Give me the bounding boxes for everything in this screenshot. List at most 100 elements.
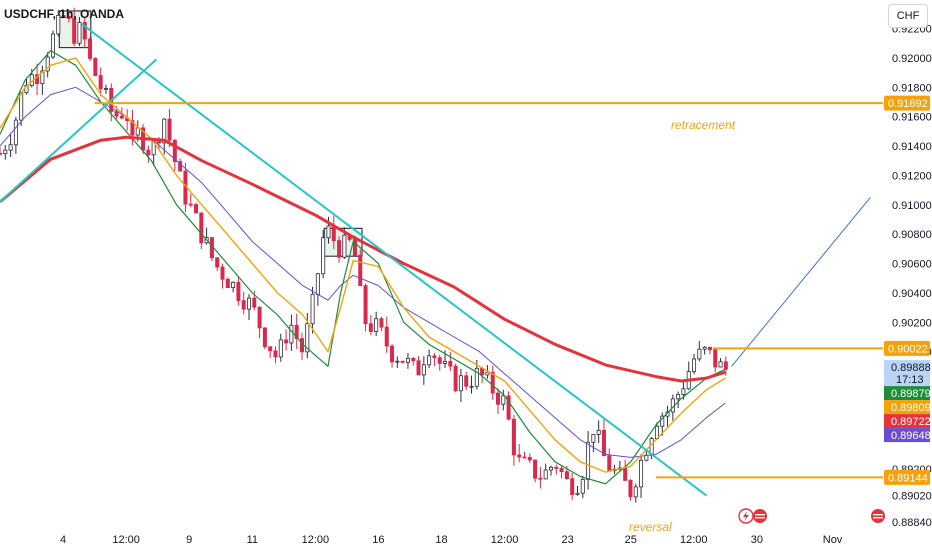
candle-body xyxy=(310,293,315,325)
time-tick-label: 23 xyxy=(562,534,574,546)
price-tick-label: 0.91400 xyxy=(892,141,932,153)
price-tick-label: 0.89020 xyxy=(892,491,932,503)
candle-body xyxy=(591,433,596,443)
candle-body xyxy=(538,477,543,480)
time-tick-label: 12:00 xyxy=(302,534,330,546)
candle-body xyxy=(215,257,220,268)
candle-body xyxy=(358,254,363,287)
candle-body xyxy=(305,323,310,353)
level-price-badge xyxy=(884,340,930,356)
candle-body xyxy=(676,394,681,400)
candle-body xyxy=(241,300,246,310)
us-flag-icon[interactable] xyxy=(871,509,885,523)
time-axis[interactable]: 4 12:00 9 11 12:00 16 18 12:00 23 25 12:00 30 Nov xyxy=(60,534,843,546)
candle-body xyxy=(448,360,453,367)
candle-body xyxy=(268,346,273,352)
candle-body xyxy=(607,455,612,472)
candle-body xyxy=(342,234,347,258)
drawn-lines[interactable] xyxy=(0,23,883,497)
candle-body xyxy=(564,471,569,480)
price-badge xyxy=(884,428,930,443)
time-tick-label: Nov xyxy=(823,534,843,546)
candle-body xyxy=(252,297,257,308)
event-icon-3[interactable] xyxy=(871,509,885,523)
candle-body xyxy=(103,87,108,90)
price-tick-label: 0.90400 xyxy=(892,288,932,300)
lightning-glyph xyxy=(743,511,749,521)
candle-body xyxy=(178,161,183,172)
candle-body xyxy=(427,355,432,366)
candle-body xyxy=(628,480,633,498)
candle-body xyxy=(326,225,331,239)
candle-body xyxy=(469,385,474,388)
candle-body xyxy=(702,346,707,350)
candle-body xyxy=(437,357,442,364)
candle-body xyxy=(194,204,199,214)
candle-body xyxy=(405,357,410,363)
candle-body xyxy=(697,348,702,360)
price-badge-text: 0.89722 xyxy=(891,416,931,428)
candle-body xyxy=(390,345,395,363)
price-badge-text: 0.89809 xyxy=(891,402,931,414)
price-badge-text: 0.89888 xyxy=(891,362,931,374)
flag-stripe xyxy=(873,514,883,516)
candle-body xyxy=(517,454,522,458)
candle-body xyxy=(713,349,718,368)
candle-body xyxy=(723,361,728,370)
candle-body xyxy=(156,140,161,144)
flag-stripe xyxy=(755,514,765,516)
price-tick-label: 0.88840 xyxy=(892,517,932,529)
candle-body xyxy=(72,18,77,44)
candle-body xyxy=(368,323,373,332)
time-tick-label: 4 xyxy=(60,534,66,546)
candle-body xyxy=(146,149,151,156)
retracement-label: retracement xyxy=(671,118,736,132)
candle-body xyxy=(586,441,591,480)
candle-body xyxy=(231,281,236,289)
candle-body xyxy=(82,22,87,40)
event-icon-2[interactable] xyxy=(753,509,767,523)
ma-orange-line xyxy=(0,57,726,473)
price-badge xyxy=(884,386,930,401)
candle-body xyxy=(411,357,416,362)
price-tick-label: 0.91600 xyxy=(892,112,932,124)
price-tick-label: 0.91000 xyxy=(892,200,932,212)
candle-body xyxy=(543,469,548,480)
level-price-text: 0.91692 xyxy=(888,98,928,110)
candle-body xyxy=(315,273,320,295)
candle-body xyxy=(220,266,225,280)
candle-body xyxy=(501,395,506,405)
level-price-text: 0.89144 xyxy=(888,472,928,484)
time-tick-label: 9 xyxy=(186,534,192,546)
us-flag-icon[interactable] xyxy=(753,509,767,523)
candle-body xyxy=(453,365,458,392)
candle-body xyxy=(284,339,289,344)
candle-body xyxy=(570,478,575,495)
candle-body xyxy=(278,339,283,358)
candle-body xyxy=(474,367,479,387)
candle-body xyxy=(464,375,469,387)
candle-body xyxy=(363,285,368,325)
candle-body xyxy=(400,360,405,363)
time-tick-label: 12:00 xyxy=(491,534,519,546)
candle-body xyxy=(681,388,686,395)
candle-body xyxy=(294,324,299,339)
candle-body xyxy=(13,119,18,146)
event-icon-1[interactable] xyxy=(738,508,754,524)
price-badge-text: 0.89648 xyxy=(891,430,931,442)
trend-line[interactable] xyxy=(0,58,158,203)
flag-stripe xyxy=(755,517,765,519)
candle-body xyxy=(601,429,606,457)
projection-line[interactable] xyxy=(731,197,871,367)
candle-body xyxy=(384,326,389,347)
candle-body xyxy=(496,392,501,405)
flag-stripe xyxy=(873,517,883,519)
price-tick-label: 0.90600 xyxy=(892,259,932,271)
price-tick-label: 0.91800 xyxy=(892,82,932,94)
currency-button[interactable]: CHF xyxy=(888,4,928,28)
candle-body xyxy=(172,139,177,163)
